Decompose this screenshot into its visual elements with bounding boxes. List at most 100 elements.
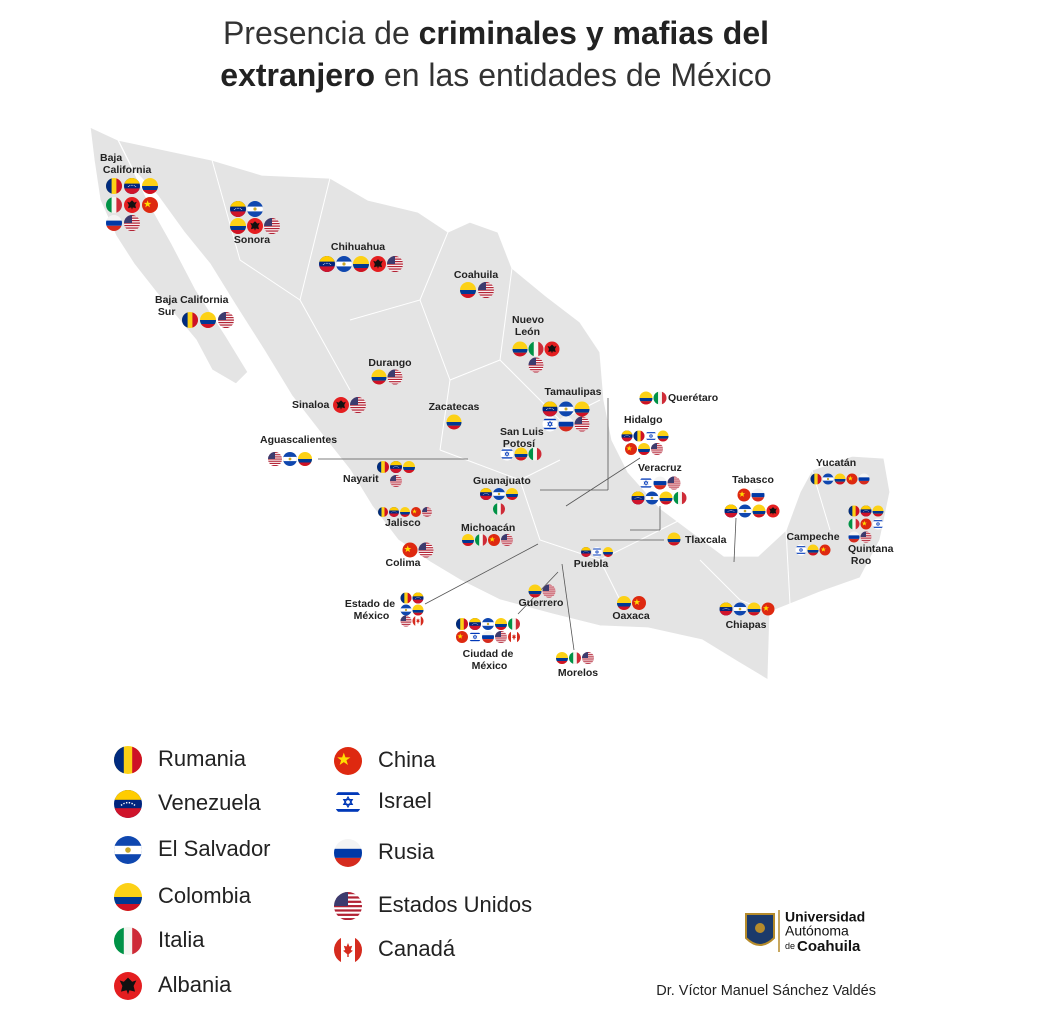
legend-item: Italia	[114, 927, 205, 955]
flag	[640, 392, 653, 405]
flag	[739, 505, 752, 518]
flag	[808, 545, 819, 556]
state-label: Oaxaca	[612, 610, 650, 622]
legend-flag	[334, 936, 362, 964]
legend-label: Albania	[158, 972, 232, 997]
flag	[401, 593, 412, 604]
state-label: Querétaro	[668, 392, 718, 404]
flag	[632, 596, 646, 610]
state: Estado de México	[345, 593, 424, 627]
state-label: Sinaloa	[292, 399, 330, 411]
state-label: Sonora	[234, 234, 270, 246]
state: Sonora	[230, 201, 280, 246]
state: Campeche	[786, 531, 840, 556]
state: Zacatecas	[429, 401, 480, 430]
flag	[372, 370, 387, 385]
legend: Rumania Venezuela El Salvador Colombia Itali…	[114, 746, 532, 1000]
flag	[460, 282, 476, 298]
flag	[640, 477, 653, 490]
state-label: Baja California	[100, 152, 152, 176]
leader-line	[424, 543, 539, 605]
logo-word: de	[785, 941, 795, 951]
flag	[106, 215, 122, 231]
state-label: Nayarit	[343, 473, 379, 485]
flag	[559, 402, 574, 417]
flag	[617, 596, 631, 610]
logo-emblem	[755, 923, 765, 933]
state-label: Chihuahua	[331, 241, 385, 253]
flag	[654, 477, 667, 490]
state: Ciudad de México	[456, 618, 520, 672]
flag	[823, 474, 834, 485]
legend-flag	[114, 927, 142, 955]
title-part: criminales y mafias del	[419, 15, 769, 51]
state-label: Jalisco	[385, 517, 421, 529]
legend-item: Venezuela	[114, 790, 262, 818]
state-label: Baja California Sur	[155, 294, 229, 318]
flag	[734, 603, 747, 616]
flag	[319, 256, 335, 272]
flag	[849, 519, 860, 530]
state-label: Veracruz	[638, 462, 682, 474]
label-line: Estado de	[345, 598, 395, 610]
flag	[230, 218, 246, 234]
label-line: California	[100, 164, 152, 176]
flag	[575, 402, 590, 417]
flag	[482, 631, 494, 643]
flag	[401, 605, 412, 616]
label-line: México	[351, 610, 390, 622]
legend-label: Rumania	[158, 746, 247, 771]
flag	[387, 256, 403, 272]
flag	[390, 461, 402, 473]
flag	[333, 397, 349, 413]
flag	[753, 505, 766, 518]
state: Sinaloa	[292, 397, 366, 413]
flag	[529, 342, 544, 357]
flag	[658, 431, 669, 442]
flag	[752, 489, 765, 502]
label-line: León	[512, 326, 540, 338]
state-label: Ciudad de México	[463, 648, 514, 672]
flag	[508, 631, 520, 643]
flag	[674, 492, 687, 505]
states: Baja California Sonora Chihuahua Coahuila Nu…	[100, 152, 894, 679]
logo-line: Universidad	[785, 909, 865, 925]
state-label: Tabasco	[732, 474, 774, 486]
flag	[370, 256, 386, 272]
flag	[378, 507, 388, 517]
flag	[603, 547, 613, 557]
flag	[447, 415, 462, 430]
legend-flag	[114, 790, 142, 818]
state: Chihuahua	[319, 241, 403, 272]
flag	[401, 616, 412, 627]
legend-flag	[334, 892, 362, 920]
leader-line	[733, 517, 737, 563]
author: Dr. Víctor Manuel Sánchez Valdés	[656, 983, 876, 999]
state-label: Campeche	[786, 531, 839, 543]
state: Veracruz	[632, 462, 687, 505]
title-line-1: Presencia de criminales y mafias del	[223, 15, 769, 51]
map	[89, 126, 891, 682]
legend-label: Italia	[158, 927, 205, 952]
legend-label: Canadá	[378, 936, 456, 961]
legend-label: Estados Unidos	[378, 892, 532, 917]
flag	[413, 593, 424, 604]
state-label: Nuevo León	[512, 314, 544, 338]
flag	[350, 397, 366, 413]
flag	[377, 461, 389, 473]
flag	[625, 443, 637, 455]
label-line: Nuevo	[512, 314, 544, 326]
logo-word: Coahuila	[797, 938, 861, 955]
flag	[748, 603, 761, 616]
flag	[820, 545, 831, 556]
flag	[411, 507, 421, 517]
flag	[543, 402, 558, 417]
legend-flag	[114, 883, 142, 911]
flag	[106, 178, 122, 194]
flag	[480, 488, 492, 500]
label-line: México	[469, 660, 508, 672]
flag	[482, 618, 494, 630]
state: Tlaxcala	[668, 533, 727, 546]
legend-item: Rusia	[334, 839, 435, 867]
state-label: Tlaxcala	[685, 534, 727, 546]
